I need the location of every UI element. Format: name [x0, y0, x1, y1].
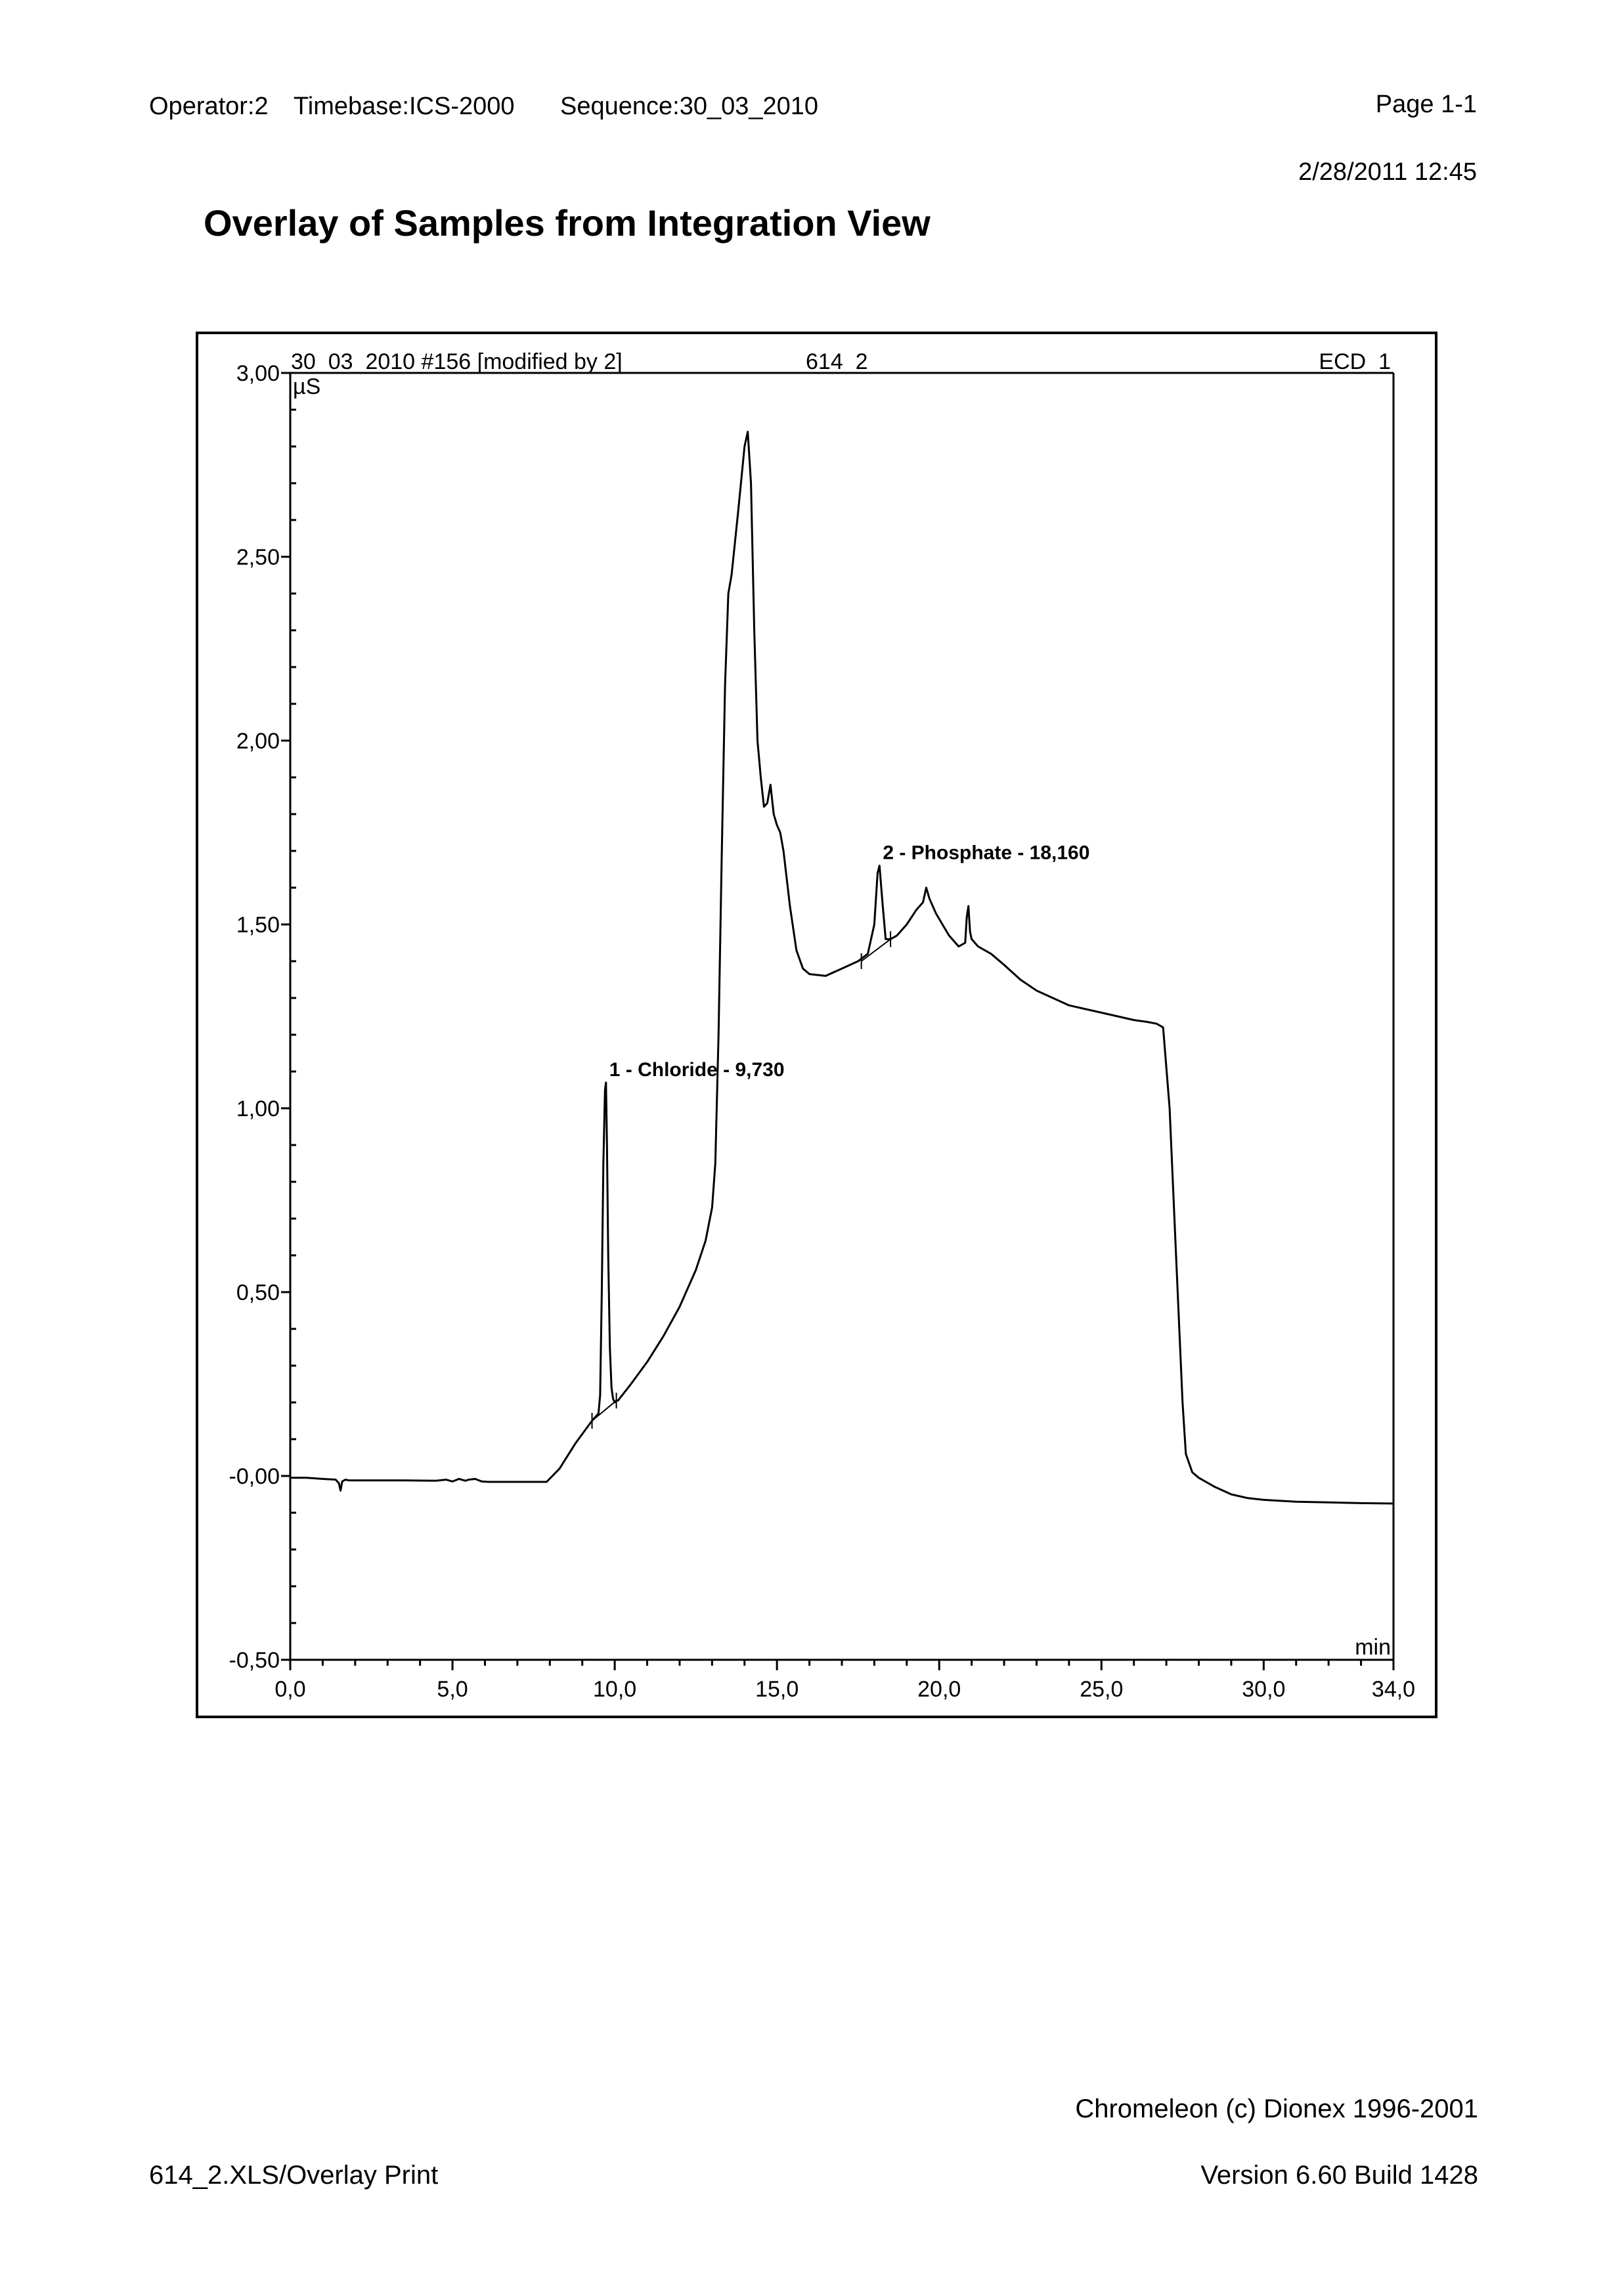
y-axis-unit: µS — [293, 374, 320, 399]
sequence-label: Sequence:30_03_2010 — [560, 93, 819, 120]
y-tick-label: -0,50 — [229, 1648, 280, 1673]
peak-labels: 1 - Chloride - 9,730 2 - Phosphate - 18,1… — [609, 842, 1090, 1080]
chromatogram-trace — [290, 431, 1394, 1505]
chart-frame — [196, 332, 1437, 1718]
x-tick-label: 15,0 — [755, 1677, 799, 1702]
peak-baseline — [861, 938, 891, 962]
version-info: Version 6.60 Build 1428 — [1200, 2161, 1478, 2190]
x-tick-label: 30,0 — [1242, 1677, 1285, 1702]
timebase-label: Timebase:ICS-2000 — [294, 93, 515, 120]
sample-id: 614_2 — [806, 349, 868, 374]
y-tick-label: 2,00 — [236, 729, 280, 754]
detector-name: ECD_1 — [1319, 349, 1391, 374]
file-name: 614_2.XLS/Overlay Print — [149, 2161, 439, 2190]
peak-label: 1 - Chloride - 9,730 — [609, 1059, 785, 1081]
software-credit: Chromeleon (c) Dionex 1996-2001 — [1075, 2094, 1478, 2123]
y-tick-label: 0,50 — [236, 1280, 280, 1305]
y-tick-label: 2,50 — [236, 545, 280, 570]
x-tick-label: 5,0 — [437, 1677, 468, 1702]
y-axis-ticks: 3,00 2,50 2,00 1,50 1,00 0,50 -0,00 -0,50 — [229, 361, 296, 1673]
sample-name: 30_03_2010 #156 [modified by 2] — [291, 349, 623, 374]
x-axis-ticks: 0,0 5,0 10,0 15,0 20,0 25,0 30,0 34,0 — [274, 1660, 1415, 1702]
page-number: Page 1-1 — [1375, 91, 1477, 118]
page-title: Overlay of Samples from Integration View — [204, 202, 931, 244]
x-tick-label: 25,0 — [1080, 1677, 1123, 1702]
operator-label: Operator:2 — [149, 93, 269, 120]
x-tick-label: 0,0 — [274, 1677, 305, 1702]
y-tick-label: 3,00 — [236, 361, 280, 386]
x-tick-label: 10,0 — [593, 1677, 636, 1702]
y-tick-label: 1,00 — [236, 1096, 280, 1121]
x-tick-label: 20,0 — [917, 1677, 961, 1702]
y-tick-label: 1,50 — [236, 913, 280, 938]
peak-label: 2 - Phosphate - 18,160 — [883, 842, 1089, 863]
print-datetime: 2/28/2011 12:45 — [1298, 158, 1477, 186]
x-tick-label: 34,0 — [1372, 1677, 1415, 1702]
y-tick-label: -0,00 — [229, 1464, 280, 1489]
integration-baselines — [591, 931, 892, 1429]
x-axis-unit: min — [1355, 1635, 1391, 1660]
